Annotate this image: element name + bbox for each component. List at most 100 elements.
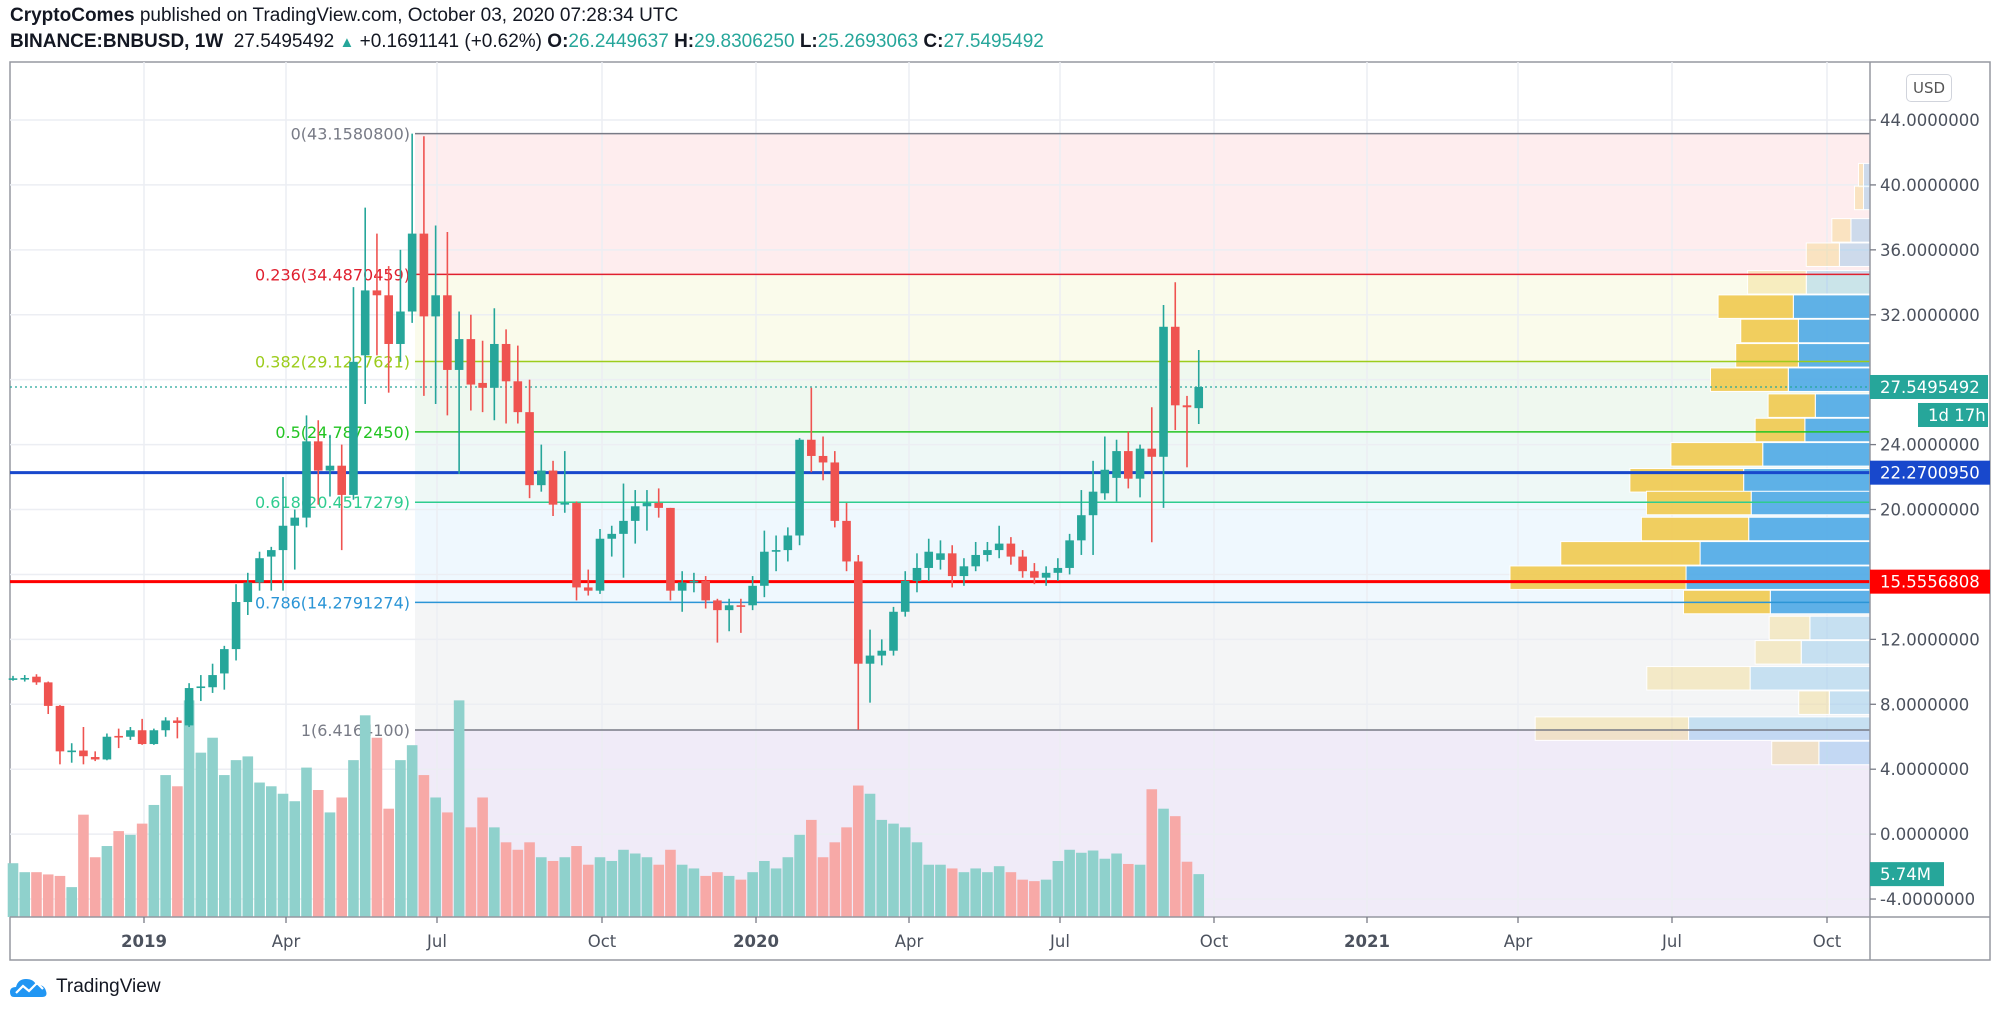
candle-body[interactable] xyxy=(161,720,170,731)
candle-body[interactable] xyxy=(924,551,934,568)
candle-body[interactable] xyxy=(760,551,769,586)
candle-body[interactable] xyxy=(419,233,429,317)
candle-body[interactable] xyxy=(994,543,1004,551)
candle-body[interactable] xyxy=(736,605,746,607)
candle-body[interactable] xyxy=(677,582,687,591)
candle-body[interactable] xyxy=(548,470,558,505)
candle-body[interactable] xyxy=(384,295,393,344)
candle-body[interactable] xyxy=(595,538,605,591)
candle-body[interactable] xyxy=(1135,448,1145,479)
candle-body[interactable] xyxy=(325,465,335,471)
candle-body[interactable] xyxy=(1006,543,1016,557)
candle-body[interactable] xyxy=(936,553,945,560)
candle-body[interactable] xyxy=(748,585,757,606)
candle-body[interactable] xyxy=(889,611,898,651)
candle-body[interactable] xyxy=(630,506,640,521)
candle-body[interactable] xyxy=(67,750,76,753)
candle-body[interactable] xyxy=(278,525,288,551)
candle-body[interactable] xyxy=(689,580,699,583)
candle-body[interactable] xyxy=(431,295,440,317)
tradingview-logo[interactable]: TradingView xyxy=(10,975,161,999)
candle-body[interactable] xyxy=(196,686,206,689)
candle-body[interactable] xyxy=(1030,571,1039,578)
candle-body[interactable] xyxy=(983,550,992,555)
candle-body[interactable] xyxy=(1065,540,1074,568)
candle-body[interactable] xyxy=(243,582,253,603)
candle-body[interactable] xyxy=(1053,567,1063,573)
candle-body[interactable] xyxy=(173,720,182,723)
candle-body[interactable] xyxy=(313,441,323,471)
candle-body[interactable] xyxy=(1100,469,1110,494)
candle-body[interactable] xyxy=(337,465,347,495)
candle-body[interactable] xyxy=(1124,451,1133,479)
candle-body[interactable] xyxy=(255,558,264,583)
candle-body[interactable] xyxy=(1088,491,1098,516)
candle-body[interactable] xyxy=(126,730,135,737)
candle-body[interactable] xyxy=(1147,448,1157,457)
candle-body[interactable] xyxy=(513,381,523,413)
candle-body[interactable] xyxy=(290,517,300,526)
candle-body[interactable] xyxy=(560,503,570,505)
candle-body[interactable] xyxy=(783,535,793,551)
candle-body[interactable] xyxy=(32,676,41,683)
candle-body[interactable] xyxy=(266,550,276,557)
candle-body[interactable] xyxy=(900,580,910,612)
candle-body[interactable] xyxy=(184,688,194,726)
candle-body[interactable] xyxy=(20,677,30,680)
candle-body[interactable] xyxy=(607,533,617,539)
candle-body[interactable] xyxy=(619,520,628,534)
candle-body[interactable] xyxy=(1112,451,1121,478)
candle-body[interactable] xyxy=(1182,405,1192,408)
candle-body[interactable] xyxy=(372,290,382,296)
candle-body[interactable] xyxy=(1170,326,1180,406)
candle-body[interactable] xyxy=(912,567,922,581)
candle-body[interactable] xyxy=(349,361,358,495)
currency-button[interactable]: USD xyxy=(1906,74,1952,102)
candle-body[interactable] xyxy=(713,600,722,611)
candle-body[interactable] xyxy=(55,705,65,752)
candle-body[interactable] xyxy=(877,650,887,656)
author-name[interactable]: CryptoComes xyxy=(10,5,135,26)
candle-body[interactable] xyxy=(865,655,875,664)
candle-body[interactable] xyxy=(490,343,499,388)
candle-body[interactable] xyxy=(818,455,828,463)
candle-body[interactable] xyxy=(853,561,863,664)
candle-body[interactable] xyxy=(114,735,123,738)
candle-body[interactable] xyxy=(701,580,710,601)
candle-body[interactable] xyxy=(1018,556,1027,572)
candle-body[interactable] xyxy=(572,503,581,588)
candle-body[interactable] xyxy=(642,503,652,507)
candle-body[interactable] xyxy=(102,736,112,760)
candle-body[interactable] xyxy=(654,503,663,508)
candle-body[interactable] xyxy=(501,343,511,382)
candle-body[interactable] xyxy=(43,682,53,706)
candle-body[interactable] xyxy=(842,520,851,562)
candle-body[interactable] xyxy=(947,553,957,577)
candle-body[interactable] xyxy=(79,750,88,757)
candle-body[interactable] xyxy=(360,290,370,356)
candle-body[interactable] xyxy=(407,233,417,312)
candle-body[interactable] xyxy=(1194,386,1204,409)
candle-body[interactable] xyxy=(137,730,147,745)
candle-body[interactable] xyxy=(220,649,229,674)
candle-body[interactable] xyxy=(959,566,969,577)
candle-body[interactable] xyxy=(302,441,311,518)
candle-body[interactable] xyxy=(90,757,100,760)
candle-body[interactable] xyxy=(771,550,781,552)
candle-body[interactable] xyxy=(666,507,675,591)
candle-body[interactable] xyxy=(807,439,816,456)
candle-body[interactable] xyxy=(525,412,534,486)
candle-body[interactable] xyxy=(830,462,840,521)
candle-body[interactable] xyxy=(149,730,159,745)
candle-body[interactable] xyxy=(443,295,452,370)
candle-body[interactable] xyxy=(466,339,476,385)
candle-body[interactable] xyxy=(537,470,546,486)
candle-body[interactable] xyxy=(971,554,980,567)
candle-body[interactable] xyxy=(396,311,405,344)
candle-body[interactable] xyxy=(208,675,217,688)
candle-body[interactable] xyxy=(724,605,734,611)
time-axis[interactable] xyxy=(11,918,1869,959)
candle-body[interactable] xyxy=(8,678,18,680)
candle-body[interactable] xyxy=(478,382,487,388)
